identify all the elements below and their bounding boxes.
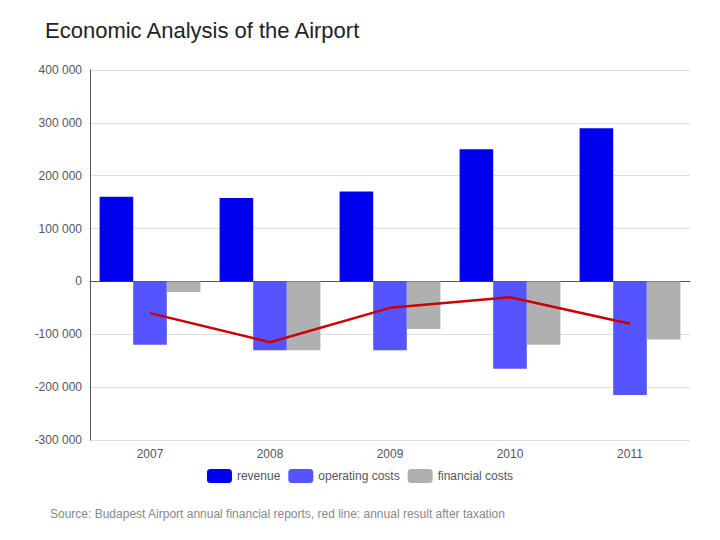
svg-text:400 000: 400 000 xyxy=(39,63,83,77)
svg-text:2007: 2007 xyxy=(137,447,164,461)
svg-text:financial costs: financial costs xyxy=(438,469,513,483)
svg-text:2010: 2010 xyxy=(497,447,524,461)
svg-text:Economic Analysis of the Airpo: Economic Analysis of the Airport xyxy=(45,18,359,43)
svg-text:Source: Budapest Airport annua: Source: Budapest Airport annual financia… xyxy=(50,507,505,521)
svg-text:2008: 2008 xyxy=(257,447,284,461)
svg-text:0: 0 xyxy=(75,274,82,288)
svg-text:-100 000: -100 000 xyxy=(35,327,83,341)
svg-text:200 000: 200 000 xyxy=(39,169,83,183)
svg-text:2009: 2009 xyxy=(377,447,404,461)
svg-text:-300 000: -300 000 xyxy=(35,433,83,447)
svg-text:300 000: 300 000 xyxy=(39,116,83,130)
svg-text:operating costs: operating costs xyxy=(318,469,399,483)
svg-text:-200 000: -200 000 xyxy=(35,380,83,394)
svg-text:2011: 2011 xyxy=(617,447,643,461)
svg-text:100 000: 100 000 xyxy=(39,222,83,236)
svg-text:revenue: revenue xyxy=(237,469,281,483)
